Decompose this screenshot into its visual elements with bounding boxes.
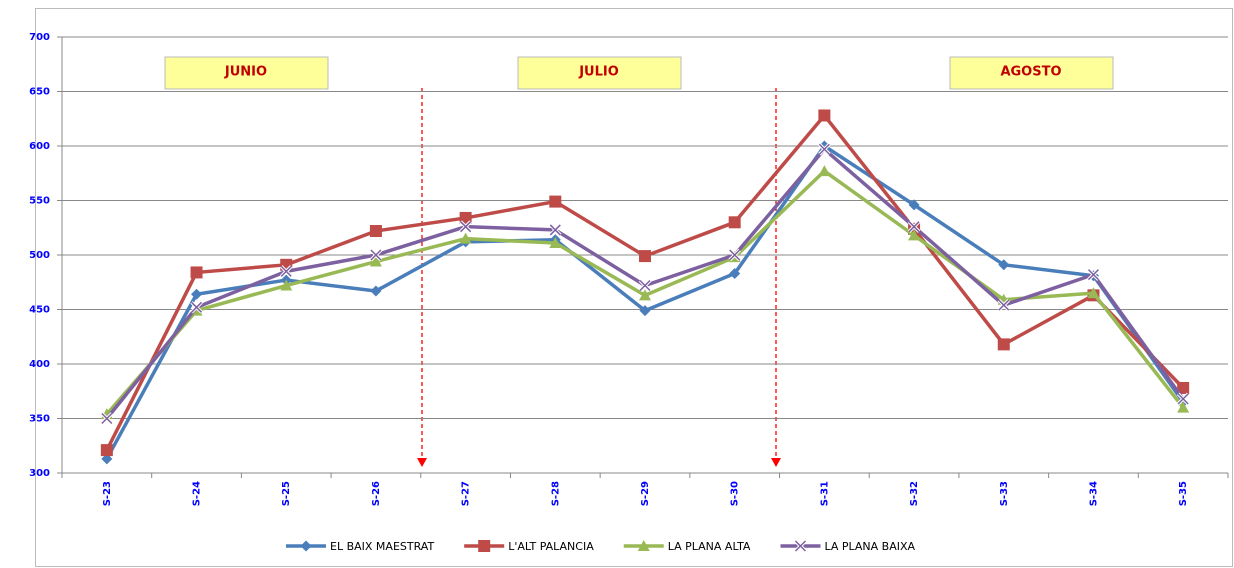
x-tick-label: S-28: [550, 481, 561, 506]
arrow-head: [771, 458, 781, 467]
y-tick-label: 450: [29, 305, 50, 316]
y-tick-label: 650: [29, 87, 50, 98]
legend-label: LA PLANA BAIXA: [824, 540, 915, 553]
marker: [639, 289, 651, 301]
arrow-head: [417, 458, 427, 467]
marker: [191, 288, 203, 300]
x-tick-label: S-32: [909, 481, 920, 506]
marker: [1177, 401, 1190, 413]
marker: [908, 199, 920, 211]
x-tick-label: S-26: [371, 481, 382, 506]
y-tick-label: 700: [29, 32, 50, 43]
marker: [280, 265, 292, 277]
x-tick-label: S-31: [819, 481, 830, 506]
marker: [549, 195, 562, 208]
x-tick-label: S-35: [1178, 481, 1189, 506]
month-label: JUNIO: [224, 65, 267, 80]
marker: [818, 143, 830, 155]
marker: [639, 305, 651, 317]
legend-item: L'ALT PALANCIA: [464, 540, 594, 553]
marker: [997, 338, 1010, 351]
legend-item: LA PLANA ALTA: [623, 540, 751, 553]
marker: [101, 412, 113, 425]
x-tick-label: S-25: [281, 481, 292, 506]
marker: [459, 211, 472, 224]
marker: [818, 109, 831, 122]
y-tick-label: 350: [29, 414, 50, 425]
marker: [300, 540, 312, 552]
x-tick-label: S-27: [461, 481, 472, 506]
marker: [998, 259, 1010, 271]
marker: [729, 249, 741, 261]
marker: [729, 268, 741, 280]
marker: [908, 221, 920, 233]
y-tick-label: 550: [29, 196, 50, 207]
x-tick-label: S-33: [999, 481, 1010, 506]
legend-item: EL BAIX MAESTRAT: [286, 540, 434, 553]
marker: [794, 540, 806, 552]
month-dividers: [417, 88, 781, 467]
marker: [549, 224, 561, 236]
marker: [191, 301, 203, 313]
marker: [460, 221, 472, 233]
marker: [728, 216, 741, 229]
month-box: [949, 56, 1114, 90]
marker: [998, 299, 1010, 311]
legend-label: LA PLANA ALTA: [668, 540, 751, 553]
marker: [639, 250, 651, 263]
x-tick-label: S-30: [730, 481, 741, 506]
marker: [1087, 287, 1100, 299]
marker: [370, 285, 382, 297]
marker: [100, 444, 113, 457]
legend-label: EL BAIX MAESTRAT: [330, 540, 434, 553]
marker: [549, 237, 562, 249]
marker: [1177, 381, 1190, 394]
marker: [370, 249, 382, 261]
marker: [369, 255, 382, 267]
month-label: JULIO: [578, 65, 619, 80]
month-box: [164, 56, 329, 90]
y-tick-label: 600: [29, 141, 50, 152]
marker: [459, 232, 472, 244]
marker: [478, 540, 491, 552]
legend-item: LA PLANA BAIXA: [780, 539, 916, 553]
x-tick-label: S-24: [192, 481, 203, 506]
y-tick-label: 300: [29, 468, 50, 479]
marker: [639, 279, 651, 292]
marker: [818, 165, 831, 177]
marker: [369, 225, 382, 238]
marker: [908, 229, 921, 241]
marker: [637, 540, 650, 551]
legend: EL BAIX MAESTRAT L'ALT PALANCIA LA PLANA A…: [286, 539, 916, 553]
marker: [190, 266, 203, 279]
marker: [1177, 393, 1189, 405]
month-label: AGOSTO: [1000, 65, 1061, 80]
month-box: [517, 56, 682, 90]
legend-label: L'ALT PALANCIA: [508, 540, 594, 553]
x-tick-label: S-23: [102, 481, 113, 506]
x-tick-label: S-34: [1088, 481, 1099, 506]
y-tick-label: 400: [29, 359, 50, 370]
marker: [1087, 269, 1099, 281]
marker: [280, 279, 293, 291]
y-tick-label: 500: [29, 250, 50, 261]
x-tick-label: S-29: [640, 481, 651, 506]
